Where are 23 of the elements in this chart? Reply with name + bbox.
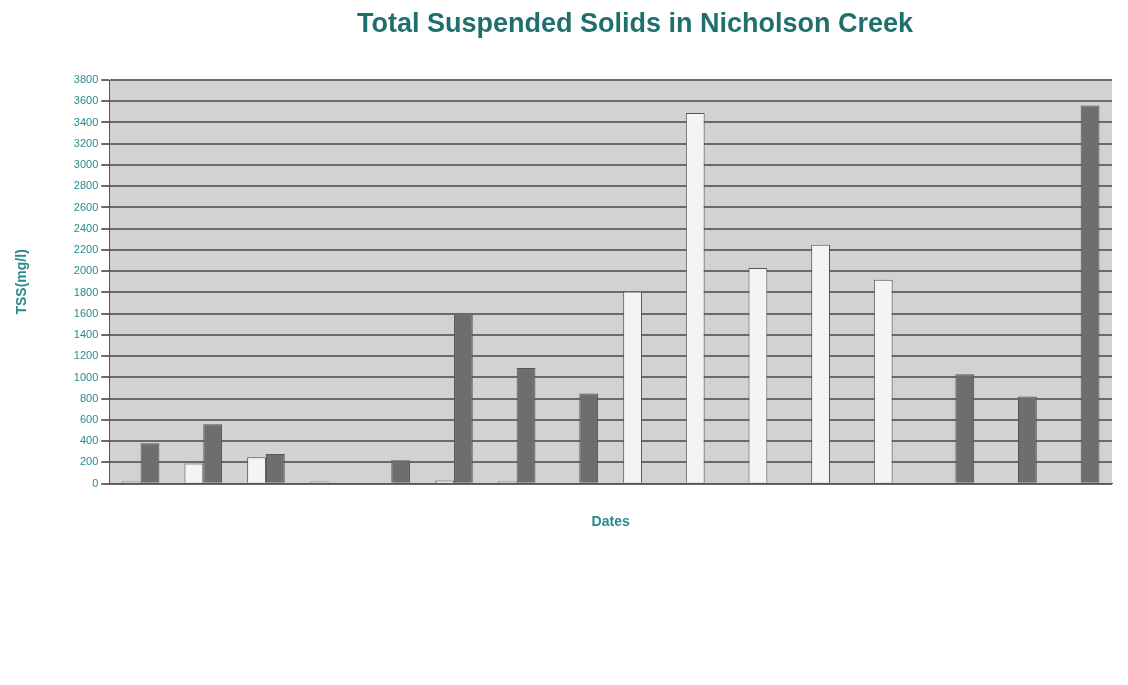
y-tick-label: 1600 [73, 306, 99, 319]
chart-title: Total Suspended Solids in Nicholson Creek [355, 8, 915, 39]
y-tick-label: 0 [92, 476, 99, 489]
y-tick-label: 3400 [73, 115, 99, 128]
y-tick-label: 2200 [73, 243, 99, 256]
y-tick-label: 2600 [73, 200, 99, 213]
y-tick-label: 3000 [73, 158, 99, 171]
y-tick-label: 2000 [73, 264, 99, 277]
y-tick-label: 1800 [73, 285, 99, 298]
y-tick-label: 3600 [73, 94, 99, 107]
y-tick-label: 2800 [73, 179, 99, 192]
y-tick-label: 800 [79, 391, 99, 404]
x-axis-title: Dates [591, 513, 630, 530]
y-tick-label: 400 [79, 434, 99, 447]
y-tick-label: 3200 [73, 136, 99, 149]
y-tick-label: 1000 [73, 370, 99, 383]
y-tick-label: 3800 [73, 73, 99, 86]
y-tick-label: 2400 [73, 221, 99, 234]
y-tick-label: 1200 [73, 349, 99, 362]
y-tick-label: 600 [79, 413, 99, 425]
y-tick-label: 200 [79, 455, 99, 468]
y-axis-title: TSS(mg/l) [13, 249, 30, 315]
y-tick-label: 1400 [73, 328, 99, 341]
